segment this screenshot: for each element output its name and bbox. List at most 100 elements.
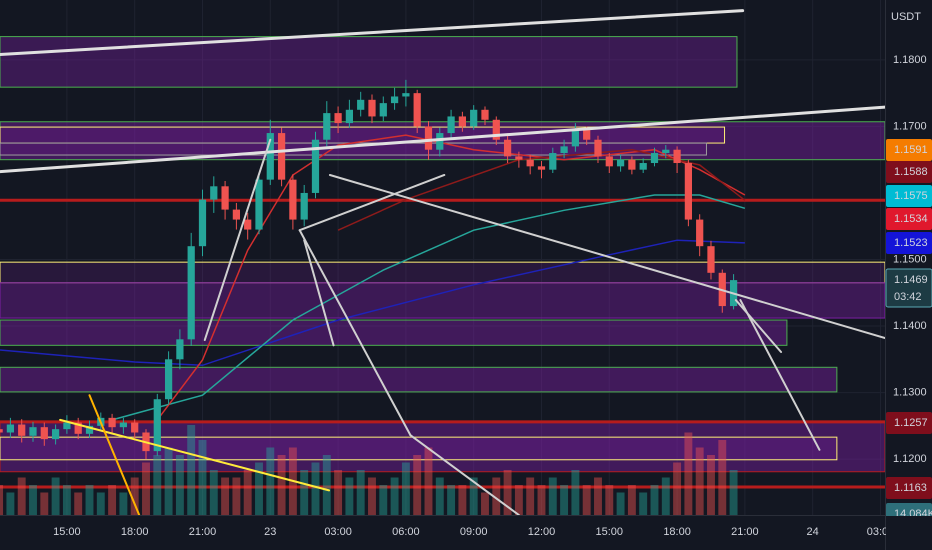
candle-body <box>29 427 37 436</box>
volume-bar <box>368 477 376 515</box>
price-badge-label: 1.1591 <box>894 144 928 156</box>
volume-bar <box>198 440 207 515</box>
candle-body <box>255 179 263 230</box>
candle-body <box>402 93 410 97</box>
volume-bar <box>0 485 4 515</box>
volume-bar <box>707 455 715 515</box>
candle-body <box>696 219 704 247</box>
volume-bar <box>40 492 49 515</box>
price-badge <box>885 268 932 308</box>
price-badge <box>886 477 932 499</box>
volume-bar <box>481 492 489 515</box>
candle-body <box>334 113 342 124</box>
candle-body <box>571 129 580 147</box>
candle-body <box>85 425 94 434</box>
x-tick-label: 18:00 <box>663 526 691 538</box>
volume-bar <box>718 440 727 515</box>
volume-bar <box>548 477 557 515</box>
candle-body <box>266 133 274 180</box>
volume-bar <box>119 492 128 515</box>
trend-line <box>303 239 335 347</box>
candle-body <box>368 99 376 117</box>
volume-bar <box>153 455 162 515</box>
price-badge-sub: 03:42 <box>894 291 922 303</box>
candle-body <box>560 146 568 154</box>
price-badge <box>886 412 932 434</box>
x-tick-label: 18:00 <box>121 526 149 538</box>
candle-body <box>537 166 546 170</box>
price-badge <box>886 208 932 230</box>
volume-bar <box>187 425 196 515</box>
volume-bar <box>108 485 117 515</box>
volume-bar <box>582 485 591 515</box>
y-tick-label: 1.1200 <box>893 453 927 465</box>
candle-body <box>131 422 139 433</box>
candle-body <box>51 429 60 440</box>
candle-body <box>436 133 444 150</box>
volume-bar <box>175 455 184 515</box>
price-badge-label: 1.1534 <box>894 213 928 225</box>
trend-line <box>203 138 272 342</box>
volume-bar <box>684 432 693 515</box>
candle-body <box>616 159 625 167</box>
price-zone <box>0 282 885 319</box>
price-badge-label: 1.1575 <box>894 190 928 202</box>
candle-body <box>470 109 478 127</box>
candle-body <box>108 417 116 428</box>
volume-bar <box>447 485 456 515</box>
volume-bar <box>661 477 670 515</box>
candle-body <box>176 339 184 360</box>
candle-body <box>526 159 534 167</box>
volume-bar <box>29 485 37 515</box>
candle-body <box>707 246 715 273</box>
volume-bar <box>345 477 354 515</box>
volume-bar <box>469 477 478 515</box>
candle-body <box>515 156 523 160</box>
volume-bar <box>322 455 331 515</box>
volume-bar <box>605 485 614 515</box>
volume-bar <box>6 492 15 515</box>
volume-bar <box>639 492 648 515</box>
candle-body <box>244 219 252 230</box>
candle-body <box>18 424 26 436</box>
volume-bar <box>526 477 535 515</box>
x-tick-label: 09:00 <box>460 526 488 538</box>
candle-body <box>277 133 286 180</box>
volume-bar <box>130 477 139 515</box>
y-tick-label: 1.1800 <box>893 54 927 66</box>
candle-body <box>74 422 82 434</box>
candle-body <box>413 93 421 127</box>
candle-body <box>289 179 297 220</box>
volume-bar <box>221 477 230 515</box>
time-axis-cover <box>886 516 932 550</box>
candle-body <box>164 359 173 400</box>
trend-line <box>0 9 745 57</box>
price-badge <box>886 232 932 254</box>
candle-body <box>594 139 602 157</box>
candle-body <box>221 186 229 210</box>
trend-line <box>0 105 885 174</box>
volume-bar <box>51 477 60 515</box>
candle-body <box>503 139 512 157</box>
candle-body <box>583 129 591 140</box>
price-badge <box>886 161 932 183</box>
y-tick-label: 1.1700 <box>893 120 927 132</box>
volume-bar <box>209 470 218 515</box>
volume-bar <box>232 477 241 515</box>
trend-line <box>88 394 141 515</box>
volume-bar <box>96 492 105 515</box>
volume-bar <box>255 462 263 515</box>
candle-body <box>210 186 218 200</box>
volume-bar <box>594 477 602 515</box>
currency-label: USDT <box>891 11 921 23</box>
x-tick-label: 03:00 <box>324 526 352 538</box>
price-badge <box>886 185 932 207</box>
candle-body <box>549 153 557 170</box>
volume-bar <box>334 470 343 515</box>
volume-bar <box>492 477 501 515</box>
volume-bar <box>560 485 569 515</box>
volume-bar <box>503 470 512 515</box>
